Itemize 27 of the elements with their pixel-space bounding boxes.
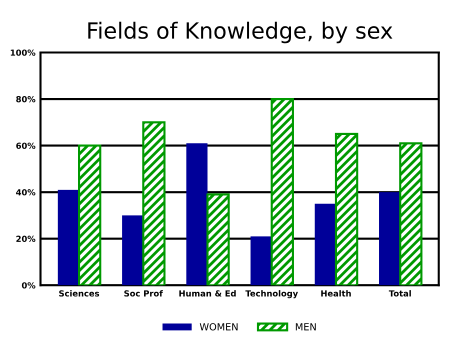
x-tick-label: Human & Ed — [179, 290, 236, 297]
bar — [270, 98, 294, 286]
bar — [78, 144, 102, 286]
x-tick-label: Health — [321, 290, 351, 297]
bar — [122, 215, 144, 286]
y-tick-label: 20% — [16, 236, 36, 242]
bar — [379, 192, 400, 286]
chart-title: Fields of Knowledge, by sex — [88, 22, 392, 44]
bar — [206, 193, 230, 286]
bar — [314, 204, 336, 286]
legend-label: MEN — [296, 323, 316, 330]
x-tick-label: Soc Prof — [124, 290, 163, 297]
bar — [334, 132, 358, 286]
y-tick-label: 80% — [16, 96, 36, 102]
bar — [142, 121, 166, 286]
bar — [186, 143, 208, 286]
bar — [399, 142, 422, 286]
bar — [58, 190, 80, 286]
x-tick-label: Sciences — [59, 290, 100, 297]
y-tick-label: 60% — [16, 142, 36, 149]
y-tick-label: 40% — [16, 189, 36, 196]
x-tick-label: Total — [388, 290, 411, 297]
y-tick-label: 0% — [22, 282, 36, 289]
x-tick-label: Technology — [245, 290, 298, 298]
legend-label: WOMEN — [200, 323, 238, 330]
bar — [250, 236, 272, 286]
y-tick-label: 100% — [10, 49, 36, 56]
